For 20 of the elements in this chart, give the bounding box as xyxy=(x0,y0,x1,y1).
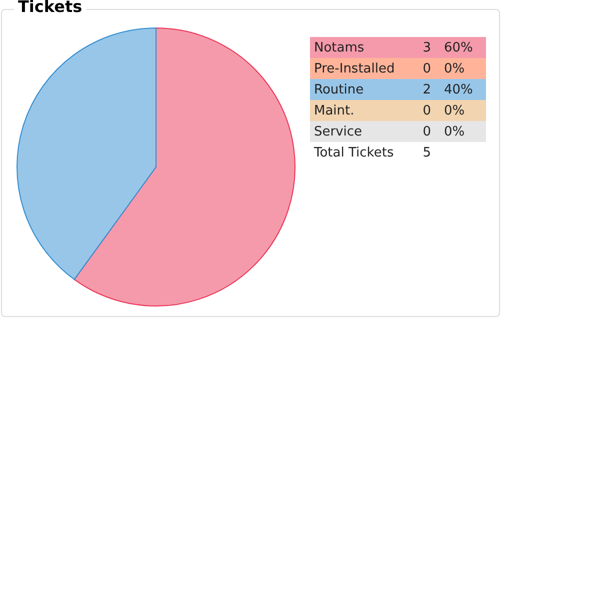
text: 5 xyxy=(422,146,431,160)
legend-label: Routine xyxy=(314,82,364,98)
text: 40% xyxy=(444,82,473,98)
text: 0% xyxy=(444,104,465,118)
data-label: 3 xyxy=(422,40,431,56)
chart-title: Tickets xyxy=(14,0,86,16)
legend-label: Maint. xyxy=(314,104,354,118)
text: 0% xyxy=(444,124,465,140)
legend-label: Notams xyxy=(314,40,364,56)
pie-slice xyxy=(16,28,156,280)
legend-label: Pre-Installed xyxy=(314,62,395,76)
data-label: 2 xyxy=(422,82,431,98)
text: 0 xyxy=(422,62,431,76)
pie-slice xyxy=(74,28,296,306)
text: 0 xyxy=(422,104,431,118)
legend-label: Service xyxy=(314,124,362,140)
text: Total Tickets xyxy=(313,146,394,160)
text: 0 xyxy=(422,124,431,140)
text: 60% xyxy=(444,40,473,56)
text: 0% xyxy=(444,62,465,76)
